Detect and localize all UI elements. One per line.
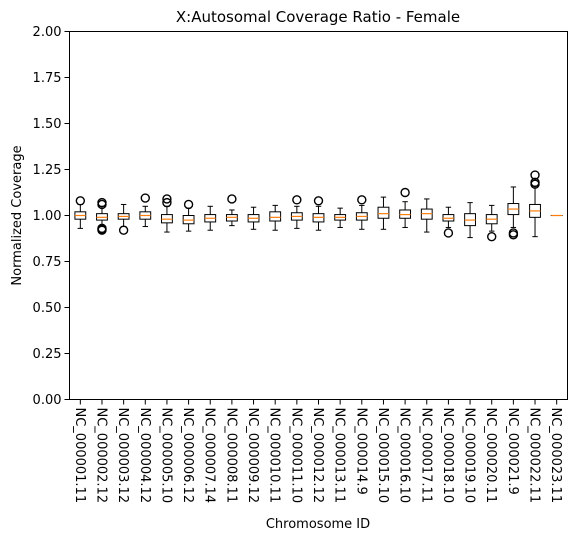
x-axis-label: Chromosome ID xyxy=(266,517,370,532)
y-tick-label: 1.75 xyxy=(33,71,62,86)
y-tick-label: 0.50 xyxy=(33,301,62,316)
outlier-point xyxy=(140,193,150,203)
outlier-point xyxy=(313,196,324,206)
x-tick-label: NC_000012.12 xyxy=(310,408,325,504)
x-tick-label: NC_000005.10 xyxy=(158,408,173,504)
x-tick-label: NC_000004.12 xyxy=(137,408,152,504)
y-tick-label: 1.00 xyxy=(33,209,62,224)
y-axis-label: Normalized Coverage xyxy=(10,145,25,285)
y-tick-label: 1.50 xyxy=(33,117,62,132)
x-tick-label: NC_000002.12 xyxy=(93,408,108,504)
outlier-point xyxy=(292,195,302,205)
x-tick-label: NC_000021.9 xyxy=(505,408,520,495)
outlier-point xyxy=(162,194,172,204)
outlier-point xyxy=(227,194,237,204)
x-tick-label: NC_000011.10 xyxy=(288,408,303,504)
x-tick-label: NC_000017.11 xyxy=(418,408,433,504)
x-tick-label: NC_000020.11 xyxy=(483,408,498,504)
x-tick-label: NC_000023.11 xyxy=(548,408,563,504)
outlier-point xyxy=(443,228,454,238)
x-tick-label: NC_000013.11 xyxy=(332,408,347,504)
chart-title: X:Autosomal Coverage Ratio - Female xyxy=(176,8,460,26)
x-tick-label: NC_000001.11 xyxy=(72,408,87,504)
plot-frame xyxy=(69,31,568,400)
outlier-point xyxy=(162,197,172,208)
y-tick-label: 2.00 xyxy=(33,25,62,40)
outlier-point xyxy=(508,230,519,240)
outlier-point xyxy=(530,179,540,189)
x-tick-label: NC_000022.11 xyxy=(527,408,542,504)
x-tick-label: NC_000015.10 xyxy=(375,408,390,504)
box-iqr xyxy=(269,211,282,222)
y-tick-label: 0.25 xyxy=(33,347,62,362)
x-tick-label: NC_000009.12 xyxy=(245,408,260,504)
outlier-point xyxy=(183,199,194,210)
x-tick-label: NC_000019.10 xyxy=(462,408,477,504)
x-tick-label: NC_000018.10 xyxy=(440,408,455,504)
box-iqr xyxy=(377,206,390,219)
outlier-point xyxy=(118,225,129,235)
outlier-point xyxy=(400,187,410,198)
outlier-point xyxy=(97,225,107,235)
y-tick-label: 0.75 xyxy=(33,255,62,270)
outlier-point xyxy=(487,231,497,242)
x-tick-label: NC_000006.12 xyxy=(180,408,195,504)
x-tick-label: NC_000007.14 xyxy=(202,408,217,504)
plot-area: 0.00 0.25 0.50 0.75 1.00 1.25 1.50 1.75 2.00 NC_0… xyxy=(33,25,564,503)
y-tick-label: 0.00 xyxy=(33,393,62,408)
outlier-point xyxy=(75,196,86,206)
outlier-point xyxy=(97,199,107,210)
x-tick-label: NC_000016.10 xyxy=(397,408,412,504)
y-tick-label: 1.25 xyxy=(33,163,62,178)
x-tick-label: NC_000008.11 xyxy=(223,408,238,504)
x-tick-label: NC_000014.9 xyxy=(353,408,368,495)
x-tick-label: NC_000010.11 xyxy=(267,408,282,504)
outlier-point xyxy=(357,195,367,205)
x-tick-label: NC_000003.12 xyxy=(115,408,130,504)
